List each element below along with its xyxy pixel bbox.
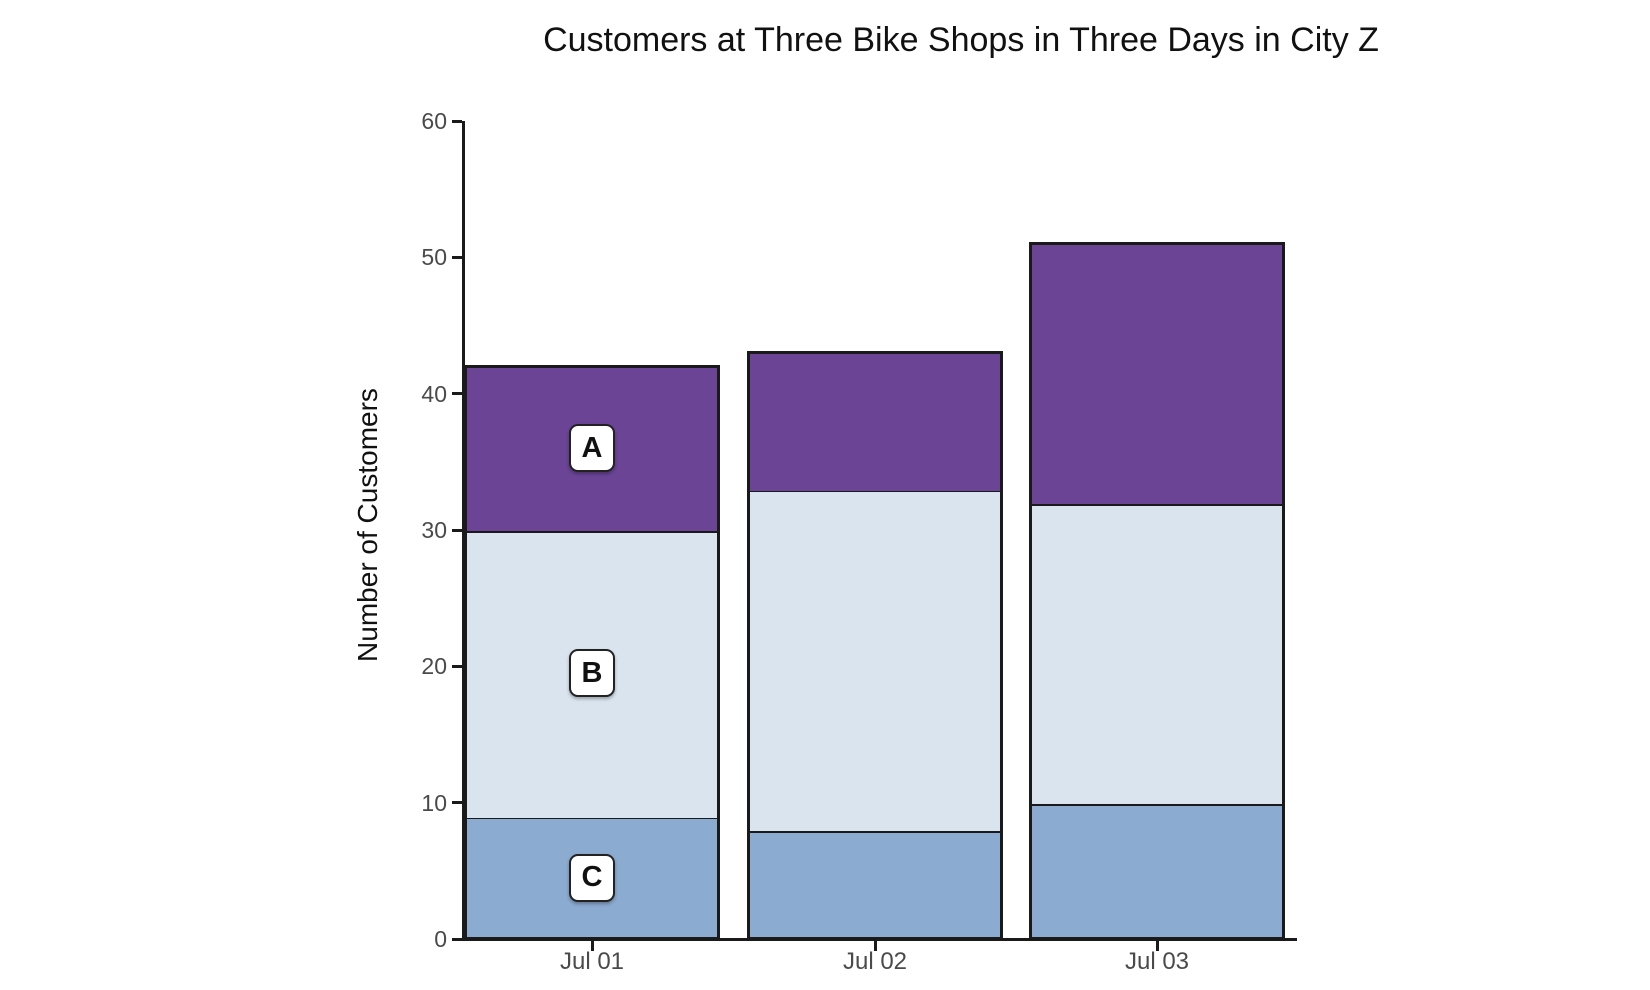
- y-tick: [451, 119, 462, 123]
- y-tick-label: 50: [421, 244, 447, 271]
- segment-divider: [1032, 802, 1282, 806]
- y-tick-label: 0: [434, 926, 447, 952]
- y-tick-label: 60: [421, 108, 447, 134]
- bar-segment-b: [1032, 501, 1282, 805]
- segment-label-b: B: [569, 649, 615, 698]
- bar-segment-a: [1032, 245, 1282, 505]
- bar-segment-c: [1032, 801, 1282, 938]
- y-tick-label: 30: [421, 517, 447, 543]
- bar-segment-a: [750, 354, 1000, 491]
- segment-divider: [750, 829, 1000, 833]
- y-tick: [451, 801, 462, 805]
- x-tick: [590, 940, 594, 951]
- y-axis-line: [461, 121, 465, 941]
- x-tick-label: Jul 01: [559, 948, 625, 975]
- chart-title: Customers at Three Bike Shops in Three D…: [543, 21, 1379, 59]
- bar-jul-02: [747, 351, 1003, 941]
- y-tick-label: 20: [421, 653, 447, 680]
- y-tick: [451, 664, 462, 668]
- segment-divider: [1032, 502, 1282, 506]
- x-tick-label: Jul 03: [1124, 948, 1190, 975]
- y-tick-label: 10: [421, 789, 447, 816]
- segment-divider: [467, 816, 717, 820]
- x-tick-label: Jul 02: [842, 948, 908, 975]
- x-tick: [873, 940, 877, 951]
- y-tick: [451, 255, 462, 259]
- y-tick: [451, 392, 462, 396]
- segment-label-a: A: [569, 424, 615, 473]
- segment-divider: [750, 489, 1000, 493]
- segment-divider: [467, 529, 717, 533]
- y-tick: [451, 937, 462, 941]
- y-tick: [451, 528, 462, 532]
- segment-label-c: C: [569, 853, 615, 902]
- bar-segment-b: [750, 487, 1000, 832]
- bar-jul-03: [1029, 242, 1285, 941]
- y-tick-label: 40: [421, 380, 447, 407]
- bar-segment-c: [750, 828, 1000, 938]
- x-tick: [1155, 940, 1159, 951]
